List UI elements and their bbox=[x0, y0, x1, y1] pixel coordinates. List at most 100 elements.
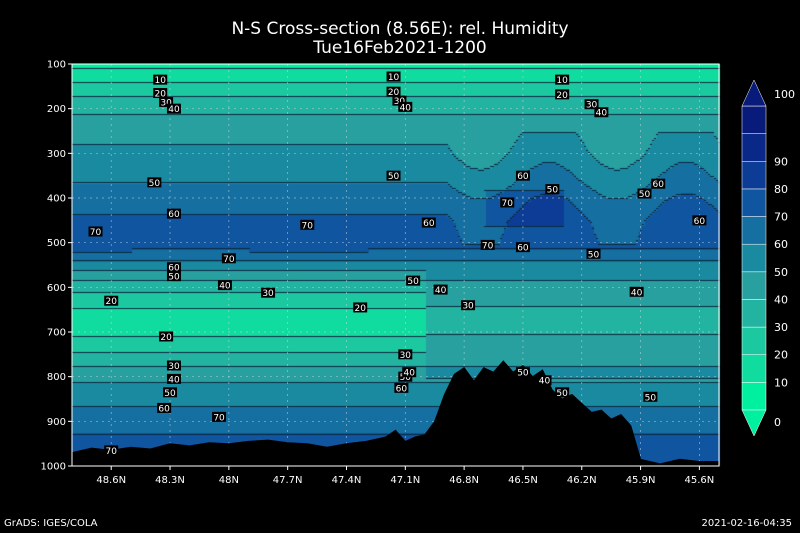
y-tick-label: 500 bbox=[47, 238, 66, 249]
contour-label: 20 bbox=[155, 90, 167, 100]
contour-label-bg bbox=[163, 387, 178, 398]
contour-label: 10 bbox=[556, 76, 568, 86]
colorbar-segment bbox=[741, 326, 767, 355]
contour-label: 50 bbox=[517, 369, 529, 379]
contour-label: 70 bbox=[223, 255, 235, 265]
contour-label: 40 bbox=[219, 282, 231, 292]
contour-label-bg bbox=[166, 360, 181, 371]
x-tick-label: 48.3N bbox=[155, 475, 185, 486]
terrain-mask bbox=[71, 360, 720, 467]
contour-label: 40 bbox=[400, 103, 412, 113]
x-tick-label: 45.9N bbox=[626, 475, 656, 486]
contour-label-bg bbox=[159, 331, 174, 342]
contour-label: 70 bbox=[502, 199, 514, 209]
contour-label-bg bbox=[500, 197, 515, 208]
contour-label: 50 bbox=[400, 373, 412, 383]
contour-label: 50 bbox=[588, 250, 600, 260]
colorbar-arrow-bottom bbox=[741, 409, 767, 437]
contour-label-bg bbox=[480, 239, 495, 250]
colorbar-label: 100 bbox=[774, 88, 795, 101]
contour-label: 60 bbox=[517, 172, 529, 182]
contour-label: 10 bbox=[155, 76, 167, 86]
contour-label: 50 bbox=[149, 179, 161, 189]
contour-label: 60 bbox=[694, 217, 706, 227]
contour-label: 50 bbox=[556, 389, 568, 399]
y-tick-label: 100 bbox=[47, 60, 66, 71]
contour-label-bg bbox=[515, 242, 530, 253]
contour-label: 40 bbox=[168, 105, 180, 115]
contour-label: 20 bbox=[160, 333, 172, 343]
contour-label-bg bbox=[651, 178, 666, 189]
y-tick-label: 200 bbox=[47, 104, 66, 115]
contour-label: 30 bbox=[262, 289, 274, 299]
contour-label: 60 bbox=[168, 210, 180, 220]
x-tick-label: 45.6N bbox=[685, 475, 715, 486]
contour-label: 20 bbox=[354, 304, 366, 314]
colorbar-segment bbox=[741, 133, 767, 162]
contour-label-bg bbox=[386, 86, 401, 97]
contour-label-bg bbox=[386, 170, 401, 181]
contour-label-bg bbox=[212, 411, 227, 422]
colorbar-label: 10 bbox=[774, 376, 788, 389]
contour-label: 20 bbox=[556, 91, 568, 101]
contour-label-bg bbox=[153, 74, 168, 85]
colorbar-segment bbox=[741, 161, 767, 190]
contour-label-bg bbox=[88, 226, 103, 237]
contour-label: 60 bbox=[168, 264, 180, 274]
contour-label-bg bbox=[421, 217, 436, 228]
contour-label-bg bbox=[555, 74, 570, 85]
colorbar-segment bbox=[741, 382, 767, 411]
contour-label-bg bbox=[402, 367, 417, 378]
y-tick-label: 700 bbox=[47, 328, 66, 339]
contour-label: 40 bbox=[435, 286, 447, 296]
contour-label: 50 bbox=[164, 389, 176, 399]
contour-label: 60 bbox=[652, 180, 664, 190]
contour-label-bg bbox=[386, 71, 401, 82]
contour-label: 40 bbox=[539, 377, 551, 387]
contour-label: 30 bbox=[586, 101, 598, 111]
x-tick-label: 47.1N bbox=[390, 475, 420, 486]
contour-label-bg bbox=[353, 302, 368, 313]
x-tick-label: 48.6N bbox=[96, 475, 126, 486]
contour-label-bg bbox=[392, 95, 407, 106]
contour-label: 30 bbox=[462, 302, 474, 312]
contour-label: 40 bbox=[596, 109, 608, 119]
contour-label-bg bbox=[515, 170, 530, 181]
colorbar-label: 80 bbox=[774, 183, 788, 196]
contour-label-bg bbox=[555, 387, 570, 398]
colorbar-segment bbox=[741, 299, 767, 328]
contour-label-bg bbox=[637, 188, 652, 199]
x-tick-label: 46.2N bbox=[567, 475, 597, 486]
contour-label: 30 bbox=[168, 362, 180, 372]
contour-label-bg bbox=[159, 96, 174, 107]
contour-label: 50 bbox=[407, 277, 419, 287]
contour-label-bg bbox=[629, 286, 644, 297]
colorbar-label: 40 bbox=[774, 293, 788, 306]
contour-label-bg bbox=[166, 373, 181, 384]
y-tick-label: 800 bbox=[47, 372, 66, 383]
x-tick-label: 47.4N bbox=[332, 475, 362, 486]
colorbar-segment bbox=[741, 354, 767, 383]
x-tick-label: 46.8N bbox=[449, 475, 479, 486]
contour-label-bg bbox=[461, 300, 476, 311]
contour-label-bg bbox=[166, 271, 181, 282]
colorbar-label: 90 bbox=[774, 155, 788, 168]
contour-label-bg bbox=[221, 253, 236, 264]
chart-subtitle: Tue16Feb2021-1200 bbox=[313, 38, 487, 58]
contour-label: 70 bbox=[90, 228, 102, 238]
contour-label: 60 bbox=[517, 244, 529, 254]
contour-label-bg bbox=[157, 402, 172, 413]
contour-label: 50 bbox=[168, 273, 180, 283]
colorbar-label: 50 bbox=[774, 266, 788, 279]
contour-label: 50 bbox=[639, 190, 651, 200]
contour-label-bg bbox=[166, 208, 181, 219]
contour-label: 70 bbox=[105, 447, 117, 457]
contour-label: 50 bbox=[645, 393, 657, 403]
chart-title: N-S Cross-section (8.56E): rel. Humidity bbox=[231, 19, 569, 39]
y-tick-label: 400 bbox=[47, 194, 66, 205]
contour-label: 20 bbox=[105, 297, 117, 307]
colorbar-segment bbox=[741, 243, 767, 273]
contour-label: 40 bbox=[403, 369, 415, 379]
colorbar-label: 70 bbox=[774, 211, 788, 224]
